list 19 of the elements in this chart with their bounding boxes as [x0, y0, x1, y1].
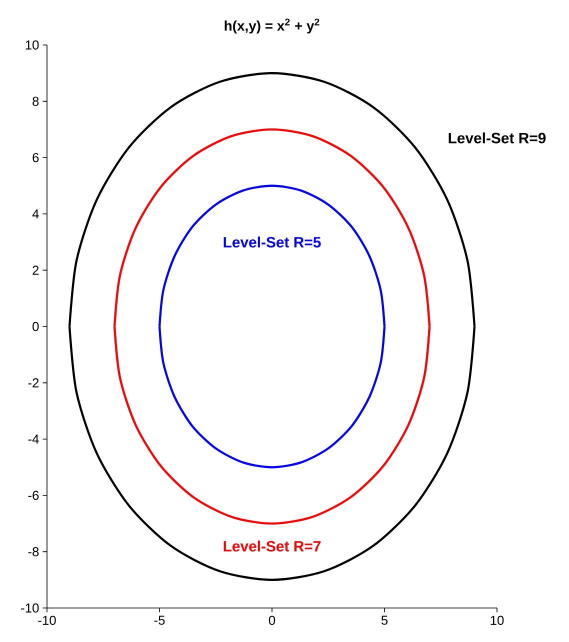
y-tick-label: -2	[28, 378, 39, 388]
x-tick-label: 5	[381, 616, 388, 625]
text: Level-Set R=9	[448, 132, 546, 144]
y-tick-label: 10	[26, 40, 39, 50]
y-tick-label: -6	[28, 490, 39, 500]
series-label: Level-Set R=5	[224, 236, 321, 248]
y-tick-label: 8	[32, 96, 39, 106]
y-tick-label: 0	[32, 322, 39, 332]
x-tick-label: 10	[490, 616, 504, 625]
y-tick-label: 4	[32, 209, 39, 218]
y-tick-label: 2	[32, 266, 39, 275]
y-tick-label: -10	[21, 603, 39, 613]
y-tick-label: -4	[28, 434, 39, 444]
x-tick-label: -5	[154, 616, 165, 625]
y-tick-label: -8	[28, 547, 39, 556]
y-tick-label: 6	[32, 153, 39, 162]
series-label: Level-Set R=7	[224, 540, 321, 552]
chart-title: h(x,y) = x$^{2}$ + y$^{2}$	[224, 18, 320, 34]
x-tick-label: 0	[268, 616, 276, 625]
